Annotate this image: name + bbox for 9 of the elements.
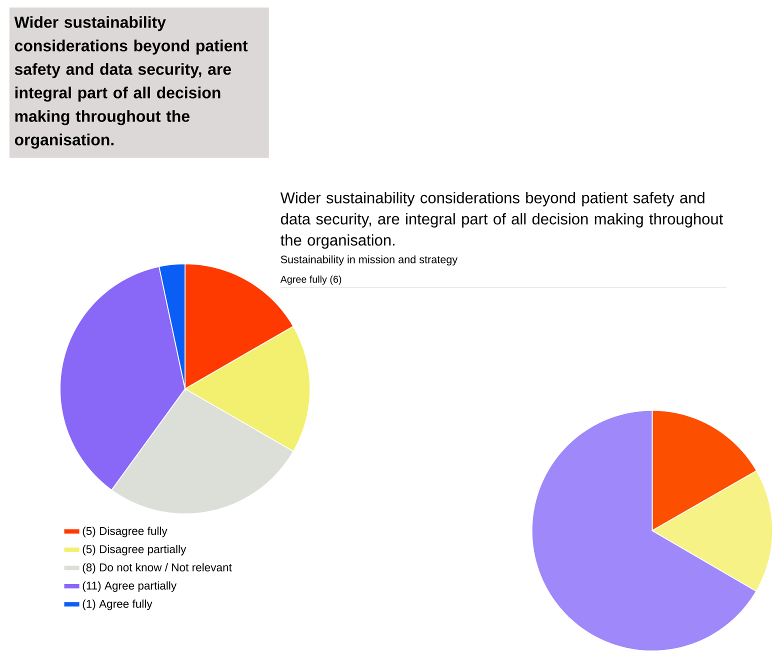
text: Sustainability in mission and strategy (280, 255, 458, 266)
chart-title: Wider sustainability considerations beyond patient safety and data security, are integral part of all decision making throughout the organisation. (14, 16, 248, 148)
text: Agree fully (6) (280, 275, 342, 285)
chart-title: Wider sustainability considerations beyond patient safety and data security, are integral part of all decision making throughout the organisation. (280, 192, 724, 248)
legend-label: (5) Disagree partially (82, 544, 186, 556)
legend-label: (11) Agree partially (82, 581, 177, 592)
legend-label: (1) Agree fully (82, 599, 152, 610)
legend-label: (8) Do not know / Not relevant (82, 562, 232, 574)
legend-label: (5) Disagree fully (82, 526, 168, 537)
